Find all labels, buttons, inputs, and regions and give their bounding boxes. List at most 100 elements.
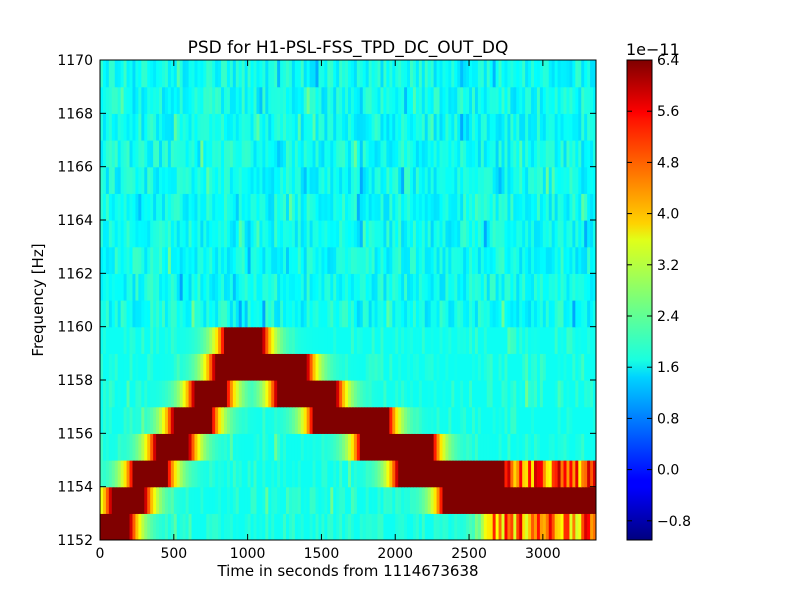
heatmap-cell [232, 353, 237, 381]
heatmap-cell [156, 406, 160, 434]
heatmap-cell [274, 60, 278, 88]
heatmap-cell [362, 193, 367, 221]
heatmap-cell [280, 326, 284, 354]
heatmap-cell [469, 406, 473, 434]
heatmap-cell [153, 140, 157, 168]
heatmap-cell [206, 353, 210, 381]
heatmap-cell [534, 300, 538, 328]
heatmap-cell [407, 113, 411, 141]
heatmap-cell [156, 326, 160, 354]
heatmap-cell [436, 220, 441, 248]
heatmap-cell [306, 406, 311, 434]
heatmap-cell [224, 380, 228, 408]
heatmap-cell [575, 60, 579, 88]
heatmap-cell [303, 513, 308, 540]
heatmap-cell [566, 193, 571, 221]
heatmap-cell [324, 60, 328, 88]
heatmap-cell [126, 86, 131, 114]
heatmap-cell [215, 406, 219, 434]
heatmap-cell [250, 433, 255, 461]
heatmap-cell [138, 380, 142, 408]
heatmap-cell [120, 246, 125, 274]
heatmap-cell [339, 300, 343, 328]
heatmap-cell [206, 513, 210, 540]
heatmap-cell [350, 113, 355, 141]
heatmap-cell [498, 140, 503, 168]
heatmap-cell [150, 353, 154, 381]
heatmap-cell [144, 353, 148, 381]
heatmap-cell [353, 140, 358, 168]
heatmap-cell [280, 460, 284, 488]
heatmap-cell [150, 300, 154, 328]
heatmap-cell [483, 193, 488, 221]
heatmap-cell [170, 60, 175, 88]
heatmap-cell [460, 513, 464, 540]
heatmap-cell [395, 140, 399, 168]
heatmap-cell [156, 380, 160, 408]
heatmap-cell [519, 246, 523, 274]
heatmap-cell [327, 486, 331, 514]
heatmap-cell [439, 60, 444, 88]
heatmap-cell [350, 193, 355, 221]
heatmap-cell [510, 326, 514, 354]
heatmap-cell [156, 353, 160, 381]
y-tick-label: 1168 [57, 106, 93, 122]
heatmap-cell [395, 166, 399, 194]
heatmap-cell [309, 140, 314, 168]
heatmap-cell [548, 513, 553, 540]
heatmap-cell [590, 220, 594, 248]
heatmap-cell [536, 60, 541, 88]
heatmap-cell [401, 220, 405, 248]
heatmap-cell [407, 273, 411, 301]
heatmap-cell [235, 140, 240, 168]
heatmap-cell [424, 220, 429, 248]
heatmap-cell [170, 140, 175, 168]
heatmap-cell [197, 353, 201, 381]
heatmap-cell [466, 460, 470, 488]
heatmap-cell [368, 166, 373, 194]
heatmap-cell [312, 406, 317, 434]
heatmap-cell [451, 193, 455, 221]
heatmap-cell [356, 86, 361, 114]
heatmap-cell [294, 513, 299, 540]
heatmap-cell [232, 486, 237, 514]
heatmap-cell [554, 326, 559, 354]
heatmap-cell [463, 60, 467, 88]
heatmap-cell [436, 140, 441, 168]
heatmap-cell [182, 460, 187, 488]
heatmap-cell [348, 193, 352, 221]
heatmap-cell [507, 353, 511, 381]
heatmap-cell [291, 406, 296, 434]
heatmap-cell [176, 326, 181, 354]
heatmap-cell [590, 140, 594, 168]
heatmap-cell [368, 406, 373, 434]
heatmap-cell [392, 326, 396, 354]
heatmap-cell [209, 380, 213, 408]
heatmap-cell [203, 353, 207, 381]
heatmap-cell [516, 406, 520, 434]
heatmap-cell [486, 140, 491, 168]
heatmap-cell [336, 193, 340, 221]
heatmap-cell [262, 246, 266, 274]
heatmap-cell [173, 433, 178, 461]
heatmap-cell [300, 140, 305, 168]
heatmap-cell [421, 460, 426, 488]
heatmap-cell [159, 406, 163, 434]
heatmap-cell [348, 460, 352, 488]
heatmap-cell [504, 486, 509, 514]
heatmap-cell [312, 380, 317, 408]
heatmap-cell [100, 300, 104, 328]
heatmap-cell [253, 513, 258, 540]
heatmap-cell [584, 406, 588, 434]
heatmap-cell [448, 86, 452, 114]
heatmap-cell [566, 220, 571, 248]
heatmap-cell [206, 486, 210, 514]
heatmap-cell [569, 86, 573, 114]
heatmap-cell [365, 166, 370, 194]
heatmap-cell [191, 86, 196, 114]
heatmap-cell [412, 353, 417, 381]
heatmap-cell [170, 326, 175, 354]
heatmap-cell [534, 113, 538, 141]
heatmap-cell [345, 220, 349, 248]
heatmap-cell [575, 406, 579, 434]
